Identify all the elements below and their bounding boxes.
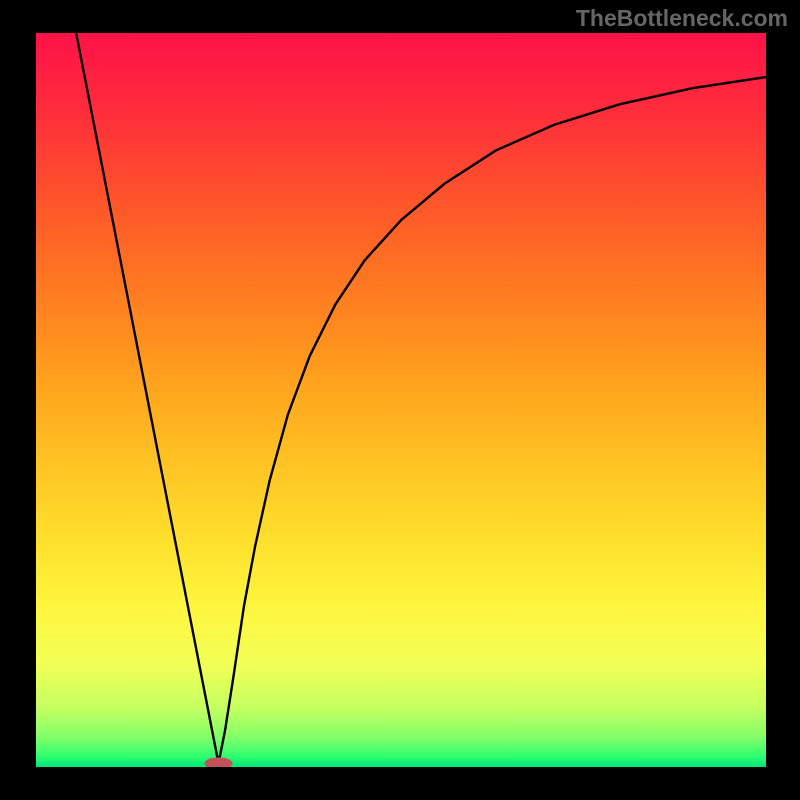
- chart-svg: [36, 33, 766, 767]
- chart-container: TheBottleneck.com: [0, 0, 800, 800]
- watermark-text: TheBottleneck.com: [576, 5, 788, 32]
- gradient-background: [36, 33, 766, 767]
- plot-area: [36, 33, 766, 767]
